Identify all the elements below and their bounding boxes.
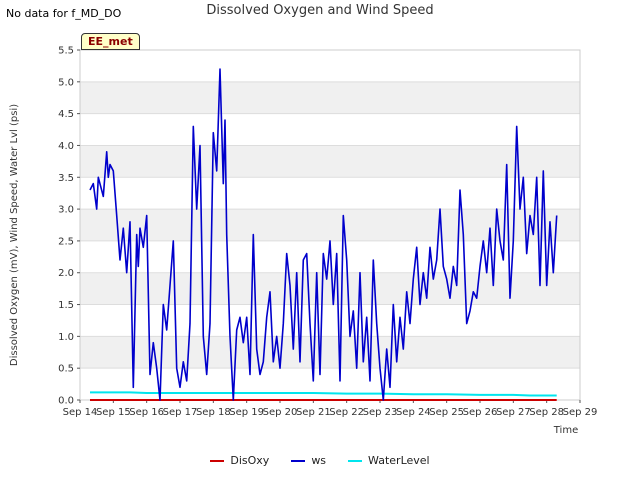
- no-data-notice: No data for f_MD_DO: [6, 7, 122, 20]
- series-line-waterlevel: [90, 391, 557, 397]
- x-tick-label: Sep 14: [63, 407, 98, 418]
- legend-label-ws: ws: [311, 454, 327, 467]
- legend-item-ws: ws: [291, 454, 326, 467]
- x-tick-label: Sep 22: [329, 407, 364, 418]
- series-line-ws: [89, 68, 558, 401]
- y-tick-label: 4.5: [58, 109, 74, 120]
- y-tick-label: 3.5: [58, 173, 74, 184]
- x-axis-label: Time: [553, 425, 578, 436]
- y-tick-label: 1.0: [58, 332, 74, 343]
- x-tick-label: Sep 21: [296, 407, 331, 418]
- plot-band: [80, 336, 580, 369]
- plot-band: [80, 50, 580, 82]
- plot-band: [80, 113, 580, 146]
- y-tick-label: 3.0: [58, 205, 74, 216]
- x-tick-label: Sep 25: [429, 407, 464, 418]
- y-tick-label: 2.5: [58, 236, 74, 247]
- x-tick-label: Sep 26: [463, 407, 498, 418]
- y-axis-ticks: 0.0 0.5 1.0 1.5 2.0 2.5 3.0 3.5 4.0 4.5 5.0 5.5: [58, 46, 80, 407]
- legend-label-waterlevel: WaterLevel: [368, 454, 430, 467]
- y-tick-label: 5.0: [58, 77, 74, 88]
- plot-bands: [80, 50, 580, 400]
- y-tick-label: 1.5: [58, 300, 74, 311]
- y-tick-label: 0.5: [58, 364, 74, 375]
- y-axis-label: Dissolved Oxygen (mV), Wind Speed, Water…: [9, 104, 20, 366]
- plot-band: [80, 272, 580, 305]
- y-tick-label: 4.0: [58, 141, 74, 152]
- x-tick-label: Sep 19: [229, 407, 264, 418]
- chart-title: Dissolved Oxygen and Wind Speed: [206, 3, 434, 18]
- series-lines: [89, 68, 558, 401]
- x-tick-label: Sep 28: [529, 407, 564, 418]
- site-badge: EE_met: [81, 33, 140, 50]
- x-tick-label: Sep 17: [163, 407, 198, 418]
- x-tick-label: Sep 27: [496, 407, 531, 418]
- plot-band: [80, 145, 580, 178]
- x-tick-label: Sep 18: [196, 407, 231, 418]
- x-tick-label: Sep 15: [96, 407, 131, 418]
- y-tick-label: 5.5: [58, 46, 74, 57]
- y-tick-label: 2.0: [58, 268, 74, 279]
- plot-band: [80, 177, 580, 210]
- legend-swatch-waterlevel: [348, 459, 363, 462]
- x-tick-label: Sep 20: [263, 407, 298, 418]
- x-tick-label: Sep 16: [129, 407, 164, 418]
- legend-swatch-ws: [291, 459, 306, 462]
- x-tick-label: Sep 24: [396, 407, 431, 418]
- x-tick-label: Sep 23: [363, 407, 398, 418]
- legend-item-waterlevel: WaterLevel: [348, 454, 430, 467]
- legend-swatch-disoxy: [210, 459, 225, 462]
- legend-label-disoxy: DisOxy: [230, 454, 270, 467]
- legend: DisOxy ws WaterLevel: [0, 454, 640, 467]
- plot-band: [80, 304, 580, 337]
- legend-item-disoxy: DisOxy: [210, 454, 269, 467]
- y-tick-label: 0.0: [58, 396, 74, 407]
- x-tick-label: Sep 29: [563, 407, 598, 418]
- plot-band: [80, 81, 580, 114]
